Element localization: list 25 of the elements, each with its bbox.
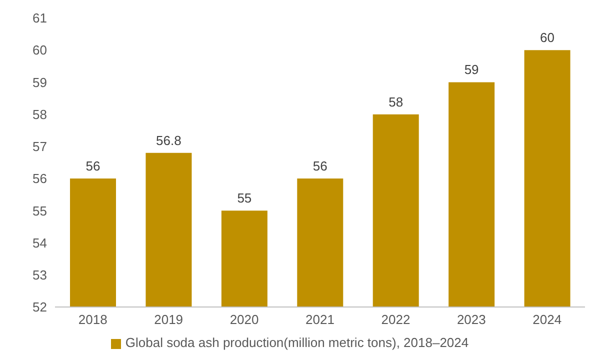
y-tick-label: 58 [32,106,47,122]
y-tick-label: 55 [32,203,47,218]
y-tick-label: 52 [32,300,47,315]
x-tick-label: 2020 [230,312,259,328]
data-label: 59 [464,62,479,78]
y-tick-label: 61 [32,10,47,26]
data-label: 56 [312,158,328,174]
y-tick-label: 57 [32,139,47,154]
y-tick-label: 60 [32,42,47,58]
data-label: 56.8 [156,132,182,148]
y-tick-label: 59 [32,74,47,90]
y-tick-label: 53 [32,268,47,283]
x-tick-label: 2024 [532,312,562,328]
x-tick-label: 2019 [154,312,184,328]
x-tick-label: 2018 [78,312,108,328]
legend-label: Global soda ash production(million metric tons), 2018–2024 [125,335,469,350]
y-tick-label: 54 [32,235,47,250]
x-tick-label: 2022 [381,312,410,328]
y-tick-label: 56 [32,171,47,186]
x-tick-label: 2023 [456,312,486,328]
data-label: 58 [388,94,404,110]
data-label: 60 [540,30,555,46]
x-tick-label: 2021 [306,312,334,328]
data-label: 55 [237,190,252,206]
data-label: 56 [86,158,100,174]
